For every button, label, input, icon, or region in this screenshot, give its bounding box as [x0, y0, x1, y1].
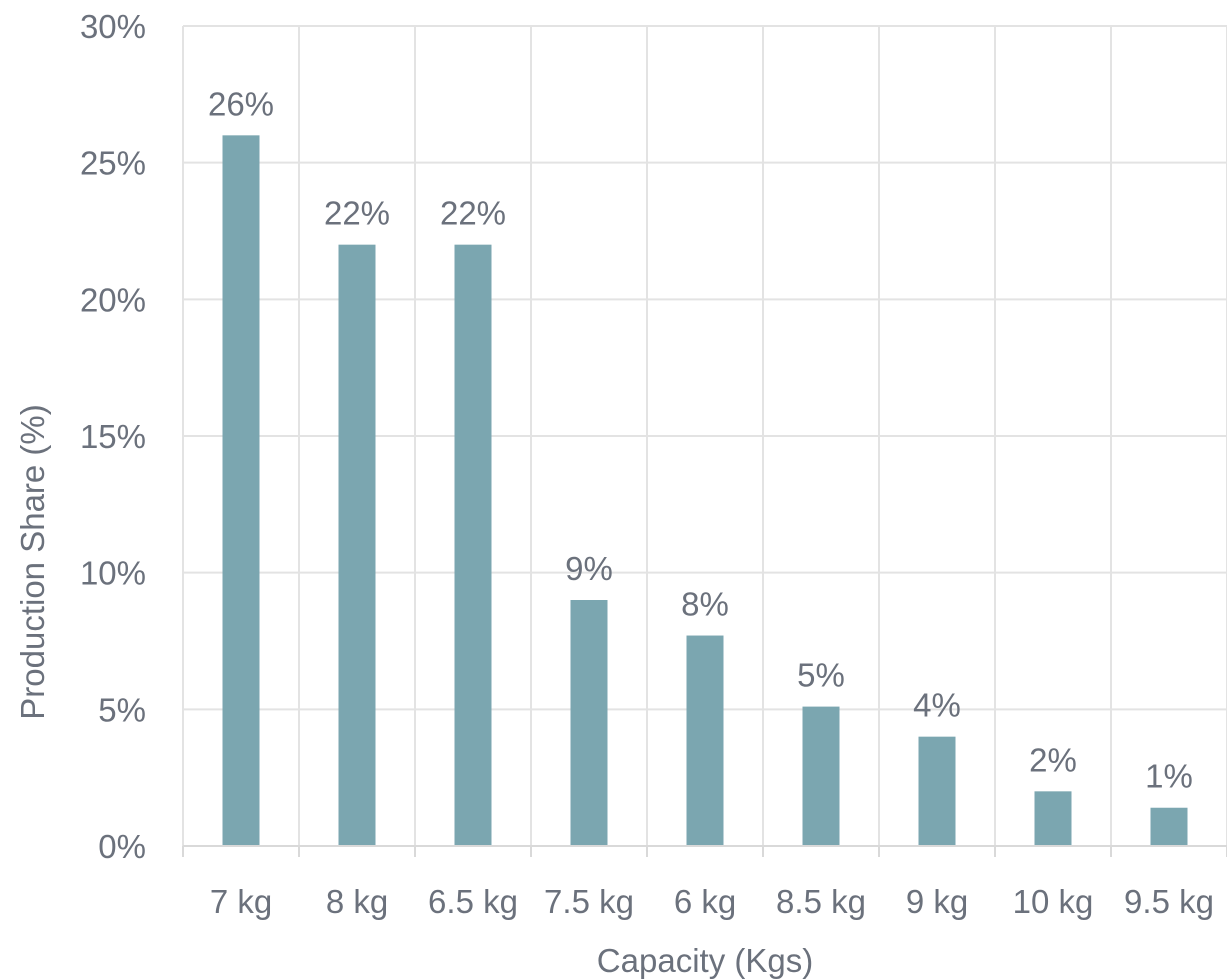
y-tick-label: 5% — [98, 691, 146, 728]
data-label: 4% — [913, 687, 961, 724]
y-axis-title: Production Share (%) — [14, 404, 51, 719]
x-tick-label: 7 kg — [210, 883, 272, 920]
data-label: 1% — [1145, 758, 1193, 795]
y-tick-label: 30% — [80, 8, 146, 45]
axes — [182, 845, 1227, 857]
x-tick-label: 9.5 kg — [1124, 883, 1214, 920]
y-tick-label: 10% — [80, 555, 146, 592]
y-tick-label: 25% — [80, 145, 146, 182]
x-tick-label: 8 kg — [326, 883, 388, 920]
bar — [686, 635, 724, 846]
bar — [918, 736, 956, 846]
bar — [1034, 791, 1072, 846]
bar — [338, 244, 376, 846]
x-tick-label: 10 kg — [1013, 883, 1094, 920]
x-tick-label: 9 kg — [906, 883, 968, 920]
data-label: 8% — [681, 586, 729, 623]
data-label: 5% — [797, 657, 845, 694]
labels: 0% 5% 10% 15% 20% 25% 30% 26% 7 kg 22% 8 kg 22% 6.5 … — [80, 8, 1214, 920]
x-tick-label: 6 kg — [674, 883, 736, 920]
x-axis-title: Capacity (Kgs) — [597, 942, 813, 979]
gridlines — [182, 25, 1227, 846]
bar — [1150, 807, 1188, 846]
bar — [570, 600, 608, 846]
bar — [802, 706, 840, 846]
data-label: 22% — [324, 195, 390, 232]
y-tick-label: 15% — [80, 418, 146, 455]
x-tick-label: 6.5 kg — [428, 883, 518, 920]
x-tick-label: 8.5 kg — [776, 883, 866, 920]
y-tick-label: 0% — [98, 828, 146, 865]
bars — [222, 135, 1188, 847]
bar — [222, 135, 260, 847]
data-label: 22% — [440, 195, 506, 232]
y-tick-label: 20% — [80, 281, 146, 318]
data-label: 2% — [1029, 741, 1077, 778]
x-tick-label: 7.5 kg — [544, 883, 634, 920]
data-label: 26% — [208, 85, 274, 122]
bar — [454, 244, 492, 846]
data-label: 9% — [565, 550, 613, 587]
